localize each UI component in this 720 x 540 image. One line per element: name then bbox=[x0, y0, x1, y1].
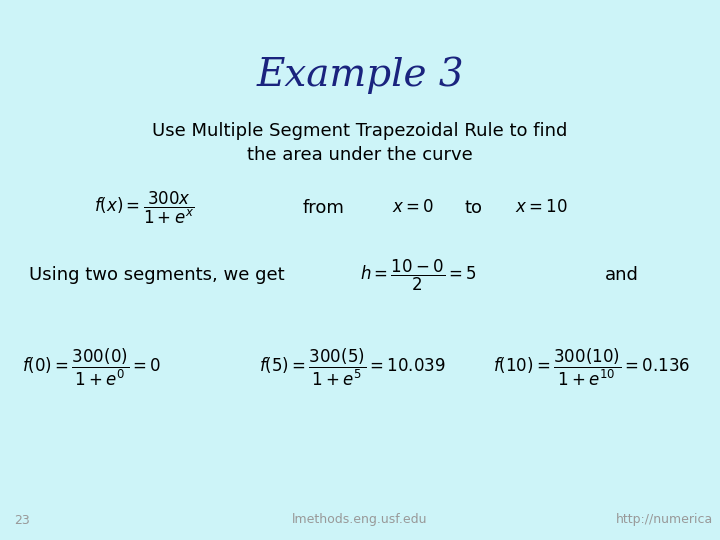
Text: the area under the curve: the area under the curve bbox=[247, 146, 473, 164]
Text: 23: 23 bbox=[14, 514, 30, 526]
Text: lmethods.eng.usf.edu: lmethods.eng.usf.edu bbox=[292, 514, 428, 526]
Text: $h=\dfrac{10-0}{2}=5$: $h=\dfrac{10-0}{2}=5$ bbox=[360, 258, 477, 293]
Text: $f(0)=\dfrac{300(0)}{1+e^{0}}=0$: $f(0)=\dfrac{300(0)}{1+e^{0}}=0$ bbox=[22, 347, 161, 388]
Text: $f(x)=\dfrac{300x}{1+e^{x}}$: $f(x)=\dfrac{300x}{1+e^{x}}$ bbox=[94, 190, 194, 226]
Text: Use Multiple Segment Trapezoidal Rule to find: Use Multiple Segment Trapezoidal Rule to… bbox=[153, 122, 567, 139]
Text: to: to bbox=[464, 199, 482, 217]
Text: $x=0$: $x=0$ bbox=[392, 199, 435, 217]
Text: http://numerica: http://numerica bbox=[616, 514, 713, 526]
Text: from: from bbox=[302, 199, 344, 217]
Text: $x=10$: $x=10$ bbox=[515, 199, 567, 217]
Text: $f(5)=\dfrac{300(5)}{1+e^{5}}=10.039$: $f(5)=\dfrac{300(5)}{1+e^{5}}=10.039$ bbox=[259, 347, 446, 388]
Text: Example 3: Example 3 bbox=[256, 57, 464, 94]
Text: $f(10)=\dfrac{300(10)}{1+e^{10}}=0.136$: $f(10)=\dfrac{300(10)}{1+e^{10}}=0.136$ bbox=[493, 347, 690, 388]
Text: Using two segments, we get: Using two segments, we get bbox=[29, 266, 284, 285]
Text: and: and bbox=[605, 266, 639, 285]
